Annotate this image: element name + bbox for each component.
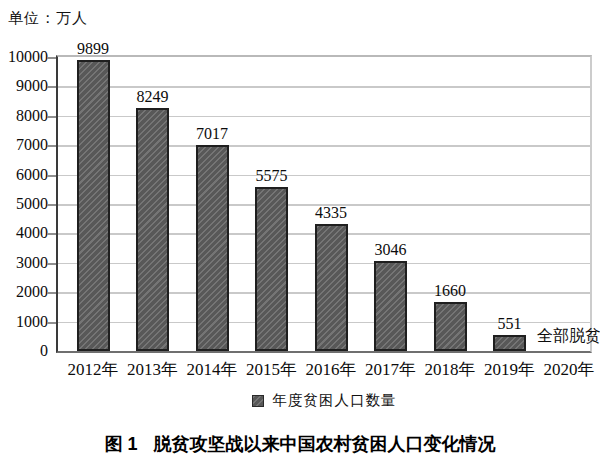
y-axis-tick xyxy=(47,86,56,88)
bar-value-label: 5575 xyxy=(230,167,314,185)
y-axis-label: 7000 xyxy=(16,136,48,154)
bar xyxy=(196,145,229,351)
y-axis-label: 5000 xyxy=(16,195,48,213)
bar-value-label: 7017 xyxy=(170,125,254,143)
bar-value-label: 9899 xyxy=(51,40,135,58)
y-axis-tick xyxy=(47,175,56,177)
y-axis-label: 8000 xyxy=(16,107,48,125)
y-axis-label: 2000 xyxy=(16,283,48,301)
y-axis-tick xyxy=(47,204,56,206)
y-axis-tick xyxy=(47,263,56,265)
bar-value-label: 8249 xyxy=(111,88,195,106)
y-axis-labels: 0100020003000400050006000700080009000100… xyxy=(0,55,48,353)
y-axis-label: 6000 xyxy=(16,166,48,184)
y-axis-tick xyxy=(47,145,56,147)
bar-value-label: 1660 xyxy=(408,282,492,300)
y-axis-label: 0 xyxy=(40,342,48,360)
bar xyxy=(315,224,348,351)
plot-area: 9899824970175575433530461660551全部脱贫 xyxy=(56,55,592,353)
y-axis-tick xyxy=(47,292,56,294)
y-axis-tick xyxy=(47,322,56,324)
bar xyxy=(77,60,110,351)
y-axis-label: 3000 xyxy=(16,254,48,272)
legend: 年度贫困人口数量 xyxy=(56,391,592,410)
figure-number: 图 1 xyxy=(104,434,137,454)
legend-swatch-icon xyxy=(252,395,264,407)
y-axis-label: 1000 xyxy=(16,313,48,331)
bar xyxy=(374,261,407,351)
annotation-quanbu-tuopin: 全部脱贫 xyxy=(514,326,600,347)
legend-label: 年度贫困人口数量 xyxy=(273,391,397,410)
figure: 单位：万人 0 1000 2000 3000 4000 5000 6000 7000 8000 9… xyxy=(0,0,600,463)
y-axis-label: 4000 xyxy=(16,224,48,242)
figure-title: 脱贫攻坚战以来中国农村贫困人口变化情况 xyxy=(154,434,496,454)
y-axis-tick xyxy=(47,116,56,118)
y-axis-label: 9000 xyxy=(16,77,48,95)
bar xyxy=(136,108,169,351)
bar-value-label: 3046 xyxy=(349,241,433,259)
y-axis-label: 10000 xyxy=(8,48,48,66)
bar xyxy=(255,187,288,351)
x-axis-label: 2020年 xyxy=(527,358,600,381)
bar xyxy=(434,302,467,351)
bar-value-label: 4335 xyxy=(289,204,373,222)
unit-label: 单位：万人 xyxy=(8,9,88,28)
figure-caption: 图 1 脱贫攻坚战以来中国农村贫困人口变化情况 xyxy=(0,432,600,456)
y-axis-tick xyxy=(47,233,56,235)
